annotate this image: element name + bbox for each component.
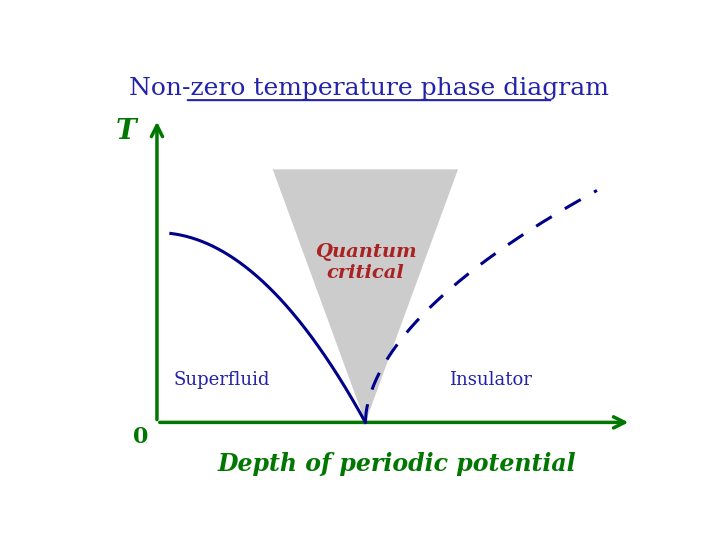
Text: Quantum
critical: Quantum critical [315, 242, 416, 281]
Text: Non-zero temperature phase diagram: Non-zero temperature phase diagram [129, 77, 609, 100]
Text: Depth of periodic potential: Depth of periodic potential [217, 453, 576, 476]
Text: Insulator: Insulator [449, 371, 532, 389]
Text: T: T [116, 118, 137, 145]
Text: 0: 0 [132, 426, 148, 448]
Text: Superfluid: Superfluid [174, 371, 270, 389]
Polygon shape [273, 170, 458, 422]
